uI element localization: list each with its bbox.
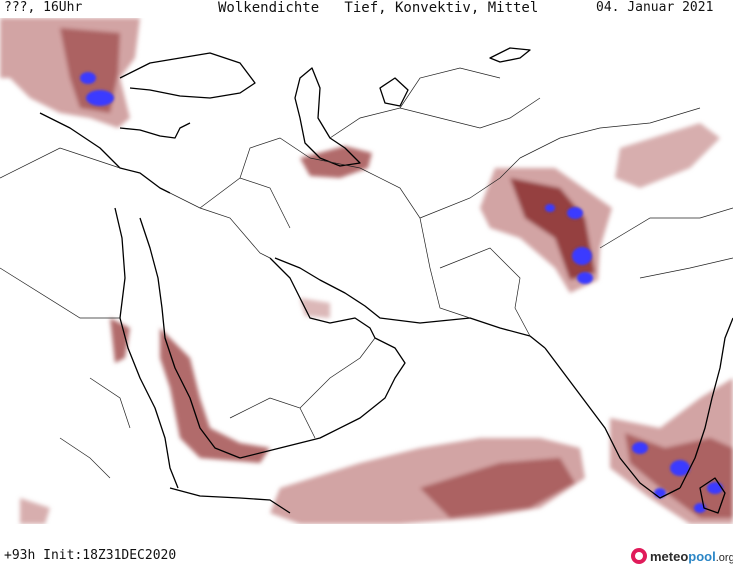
coastline-mediterranean xyxy=(39,112,171,194)
border xyxy=(0,147,121,179)
coastline-balkhash xyxy=(489,47,531,63)
border xyxy=(239,137,311,179)
convective-layer xyxy=(80,72,723,513)
coastline-persian-gulf xyxy=(269,257,376,339)
border xyxy=(439,247,531,337)
convective-cell xyxy=(545,204,555,212)
cloud-area-arabia-west xyxy=(160,328,270,463)
convective-cell xyxy=(632,442,648,454)
meteopool-logo: meteopool.org xyxy=(631,546,733,566)
convective-cell xyxy=(670,460,690,476)
convective-cell xyxy=(707,482,723,494)
coastline-india-east xyxy=(679,317,733,489)
meteopool-logo-text: meteopool.org xyxy=(650,548,733,564)
coastline-iran-south xyxy=(274,257,546,349)
border xyxy=(0,267,120,319)
coastline-levant xyxy=(119,122,191,139)
forecast-run-label: +93h Init:18Z31DEC2020 xyxy=(4,548,177,563)
convective-cell xyxy=(567,207,583,219)
meteopool-logo-icon xyxy=(631,548,647,564)
border xyxy=(419,157,521,219)
border xyxy=(519,107,701,159)
cloud-area-himalaya xyxy=(615,123,720,188)
coastline-red-sea-east xyxy=(139,217,241,459)
convective-cell xyxy=(80,72,96,84)
border xyxy=(229,397,316,439)
border xyxy=(299,337,376,409)
coastline-aral xyxy=(379,77,409,107)
coastline-red-sea-west xyxy=(114,207,179,489)
border xyxy=(59,437,111,479)
valid-time-label: ???, 16Uhr xyxy=(4,0,83,15)
map-title: Wolkendichte Tief, Konvektiv, Mittel xyxy=(218,0,539,16)
border xyxy=(199,177,291,229)
cloud-cover-layer xyxy=(0,18,733,524)
convective-cell xyxy=(572,247,592,265)
cloud-area-red-sea xyxy=(110,318,130,363)
border xyxy=(309,157,471,319)
border xyxy=(89,377,131,429)
convective-cell xyxy=(86,90,114,106)
weather-map xyxy=(0,18,733,524)
coastline-sri-lanka xyxy=(699,477,726,514)
border xyxy=(639,257,733,279)
border xyxy=(599,207,733,249)
border xyxy=(329,97,541,139)
coastline-arabia-south xyxy=(239,337,406,459)
coastline-india-west xyxy=(544,347,681,499)
border xyxy=(399,67,501,109)
coastline-black-sea xyxy=(119,52,256,99)
cloud-area-caspian xyxy=(300,146,372,178)
date-label: 04. Januar 2021 xyxy=(596,0,714,15)
border xyxy=(169,192,271,259)
convective-cell xyxy=(577,272,593,284)
coastline-horn-africa xyxy=(169,487,291,514)
borders-layer xyxy=(0,67,733,479)
cloud-area-africa-west xyxy=(20,498,50,524)
cloud-area-arabian-sea-core xyxy=(420,458,575,518)
coastline-caspian xyxy=(294,67,361,167)
